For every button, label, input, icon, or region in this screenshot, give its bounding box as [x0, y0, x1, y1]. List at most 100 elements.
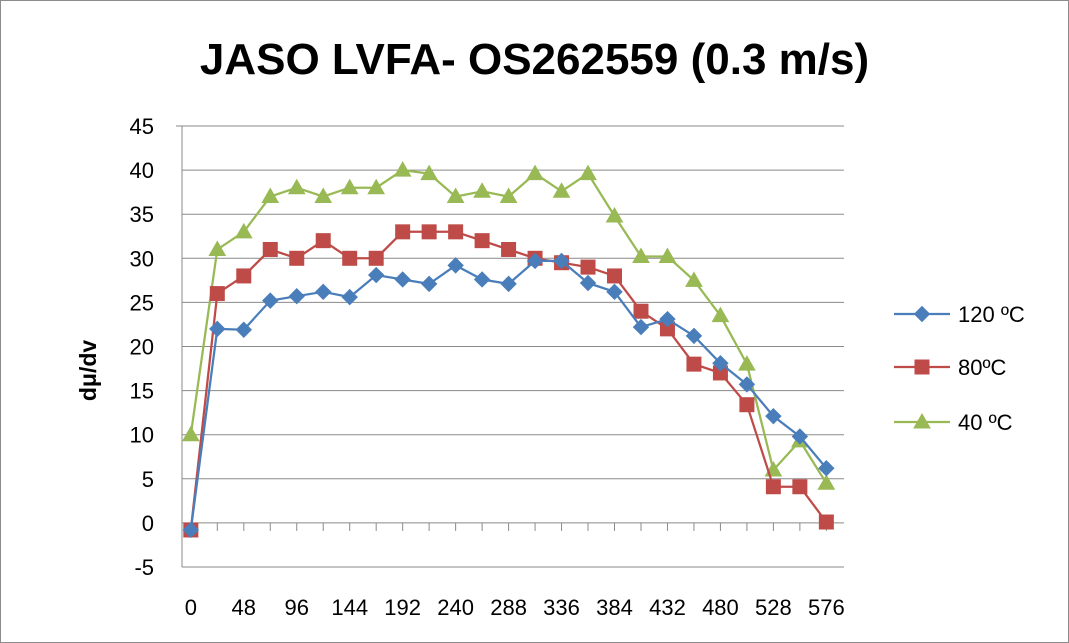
- data-point: [341, 288, 358, 306]
- data-point: [632, 247, 650, 264]
- gridlines: [182, 125, 844, 568]
- data-point: [817, 474, 836, 490]
- y-tick-labels: -5 0 5 10 15 20 25 30 35 40 45: [130, 114, 154, 580]
- data-point: [315, 233, 331, 249]
- data-point: [473, 271, 491, 288]
- data-point: [579, 274, 597, 292]
- x-tick-label: 144: [331, 595, 368, 620]
- y-tick-label: 15: [130, 379, 154, 404]
- data-point: [446, 187, 465, 204]
- data-point: [712, 355, 729, 372]
- data-point: [394, 271, 411, 288]
- data-point: [685, 327, 703, 345]
- x-tick-label: 0: [185, 595, 197, 620]
- legend-label: 80ºC: [958, 355, 1007, 380]
- data-point: [818, 460, 835, 477]
- data-point: [765, 407, 782, 425]
- data-point: [792, 479, 808, 495]
- data-point: [182, 521, 200, 539]
- data-point: [340, 178, 359, 195]
- x-tick-label: 576: [808, 595, 845, 620]
- x-tick-label: 384: [596, 595, 633, 620]
- data-point: [234, 222, 253, 239]
- y-tick-label: 20: [130, 335, 154, 360]
- y-tick-label: 25: [130, 290, 154, 315]
- legend-item: 120 ºC: [894, 302, 1025, 327]
- data-point: [473, 182, 491, 198]
- data-point: [315, 283, 332, 301]
- data-point: [342, 250, 358, 266]
- data-point: [367, 178, 386, 195]
- legend-label: 40 ºC: [958, 410, 1013, 435]
- x-tick-label: 96: [285, 595, 309, 620]
- data-point: [579, 164, 597, 181]
- x-tick-label: 48: [232, 595, 256, 620]
- y-tick-label: -5: [134, 555, 154, 580]
- data-point: [314, 187, 333, 204]
- data-point: [209, 320, 226, 338]
- data-point: [420, 164, 439, 181]
- data-point: [658, 247, 677, 264]
- data-point: [526, 252, 544, 270]
- data-point: [395, 224, 411, 240]
- y-tick-label: 0: [142, 511, 154, 536]
- x-tick-label: 336: [543, 595, 580, 620]
- chart-title: JASO LVFA- OS262559 (0.3 m/s): [199, 35, 870, 84]
- data-point: [420, 275, 438, 293]
- y-tick-label: 40: [130, 158, 154, 183]
- legend: 120 ºC 80ºC 40 ºC: [894, 302, 1025, 435]
- data-point: [367, 266, 385, 284]
- data-point: [474, 233, 490, 249]
- data-point: [235, 321, 252, 338]
- data-point: [289, 250, 305, 266]
- data-point: [499, 187, 518, 204]
- data-point: [659, 310, 676, 328]
- x-tick-label: 192: [384, 595, 421, 620]
- data-point: [552, 182, 571, 198]
- y-tick-label: 5: [142, 467, 154, 492]
- data-point: [605, 206, 624, 223]
- data-point: [209, 286, 225, 302]
- data-point: [580, 259, 596, 275]
- x-tick-label: 528: [755, 595, 792, 620]
- x-tick-label: 240: [437, 595, 474, 620]
- data-point: [686, 356, 702, 372]
- data-point: [500, 275, 517, 293]
- x-tick-label: 288: [490, 595, 527, 620]
- legend-marker: [913, 305, 931, 323]
- data-point: [818, 514, 834, 530]
- axes: [176, 125, 844, 567]
- data-point: [448, 224, 464, 240]
- data-point: [738, 355, 756, 371]
- series-line: [189, 168, 828, 484]
- data-point: [632, 318, 650, 336]
- series-group: [181, 161, 836, 539]
- y-tick-label: 10: [130, 423, 154, 448]
- data-point: [262, 292, 279, 309]
- legend-marker: [914, 359, 930, 375]
- data-point: [633, 303, 649, 319]
- data-point: [262, 241, 278, 257]
- data-point: [739, 397, 755, 413]
- legend-item: 80ºC: [894, 355, 1007, 380]
- data-point: [368, 250, 384, 266]
- data-point: [765, 479, 781, 495]
- series-0: [182, 252, 835, 539]
- x-tick-label: 480: [702, 595, 739, 620]
- data-point: [791, 428, 809, 445]
- data-point: [261, 187, 280, 204]
- data-point: [711, 306, 730, 323]
- y-tick-label: 30: [130, 246, 154, 271]
- data-point: [393, 161, 412, 177]
- data-point: [553, 252, 570, 270]
- series-line: [189, 259, 828, 531]
- data-point: [607, 268, 623, 284]
- y-tick-label: 45: [130, 114, 154, 139]
- data-point: [606, 283, 623, 301]
- series-1: [183, 224, 834, 538]
- data-point: [526, 164, 544, 181]
- y-tick-label: 35: [130, 202, 154, 227]
- series-2: [181, 161, 836, 490]
